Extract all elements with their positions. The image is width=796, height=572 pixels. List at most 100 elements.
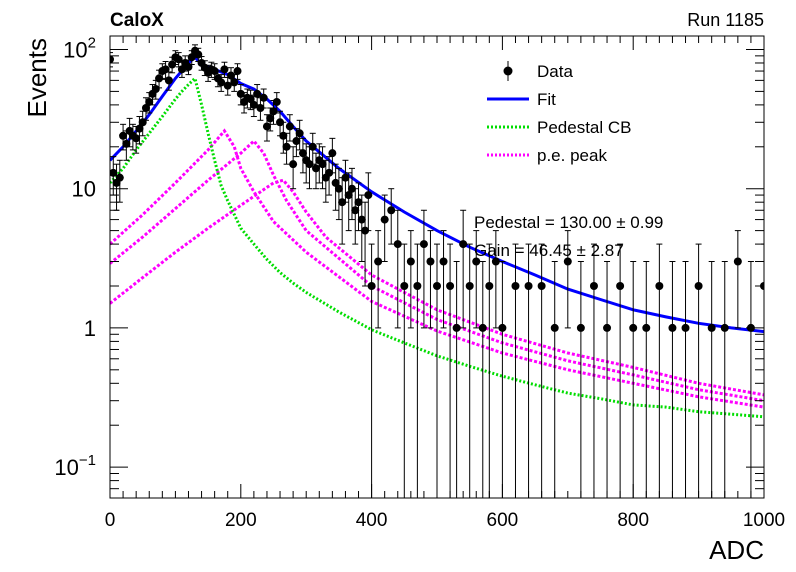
data-point (168, 60, 177, 69)
data-point (351, 206, 360, 215)
legend: Data Fit Pedestal CB p.e. peak (487, 61, 632, 165)
data-point (478, 323, 487, 332)
data-point (259, 93, 268, 102)
data-point (256, 103, 265, 112)
data-point (550, 323, 559, 332)
data-point (325, 168, 334, 177)
legend-label: p.e. peak (537, 146, 607, 165)
data-point (110, 55, 114, 64)
data-point (132, 134, 141, 143)
data-point (393, 240, 402, 249)
data-point (253, 89, 262, 98)
data-point (400, 282, 409, 291)
data-point (115, 173, 124, 182)
data-point (292, 137, 301, 146)
data-point (341, 173, 350, 182)
data-point (262, 122, 271, 131)
data-point (364, 191, 373, 200)
data-point (472, 257, 481, 266)
data-points-layer (110, 44, 764, 498)
y-tick-label: 10 (72, 177, 96, 202)
data-point (312, 164, 321, 173)
data-point (524, 282, 533, 291)
data-point (187, 53, 196, 62)
pe-peak-curve-3 (110, 178, 764, 397)
data-point (668, 323, 677, 332)
data-point (413, 282, 422, 291)
data-point (433, 282, 441, 291)
data-point (230, 78, 239, 87)
data-point (446, 282, 455, 291)
data-point (380, 215, 389, 224)
data-point (110, 168, 118, 177)
fit-param-gain: Gain = 46.45 ± 2.87 (474, 241, 624, 260)
data-point (276, 118, 285, 127)
y-tick-label: 10−1 (54, 452, 96, 480)
data-point (563, 257, 572, 266)
data-point (217, 78, 226, 87)
x-tick-label: 600 (487, 510, 519, 531)
y-tick-label: 102 (63, 34, 96, 62)
data-point (155, 74, 164, 83)
data-point (357, 215, 366, 224)
data-point (334, 184, 343, 193)
data-point (141, 103, 150, 112)
data-point (707, 323, 716, 332)
data-point (249, 100, 258, 109)
data-point (491, 257, 500, 266)
data-point (328, 149, 337, 158)
data-point (374, 257, 383, 266)
x-tick-label: 0 (105, 510, 116, 531)
data-point (272, 97, 281, 106)
x-tick-label: 800 (617, 510, 649, 531)
data-point (511, 282, 520, 291)
data-point (426, 257, 435, 266)
data-point (629, 323, 638, 332)
data-point (344, 191, 353, 200)
data-point (318, 160, 327, 169)
data-point (642, 323, 651, 332)
x-tick-label: 1000 (743, 510, 785, 531)
data-point (161, 65, 170, 74)
pe-peak-curve-2 (110, 138, 764, 403)
data-point (694, 282, 703, 291)
data-point (338, 198, 347, 207)
data-point (151, 85, 160, 94)
data-point (485, 282, 494, 291)
data-point (387, 206, 396, 215)
data-point (354, 198, 363, 207)
data-point (465, 282, 474, 291)
y-axis-label: Events (22, 38, 52, 118)
data-point (616, 282, 625, 291)
data-point (289, 160, 298, 169)
y-tick-label: 1 (84, 316, 96, 341)
data-point (174, 55, 183, 64)
data-point (367, 282, 376, 291)
x-axis-label: ADC (709, 535, 764, 565)
data-point (655, 282, 664, 291)
data-point (295, 129, 304, 138)
data-point (210, 67, 219, 76)
fit-param-pedestal: Pedestal = 130.00 ± 0.99 (474, 213, 663, 232)
data-point (452, 323, 461, 332)
data-point (305, 160, 314, 169)
data-point (498, 323, 507, 332)
pe-peak-curve-1 (110, 128, 764, 409)
data-point (459, 240, 468, 249)
experiment-label: CaloX (110, 10, 164, 31)
data-point (236, 89, 245, 98)
data-point (361, 226, 370, 235)
data-point (122, 139, 131, 148)
data-point (266, 114, 275, 123)
legend-label: Data (537, 62, 573, 81)
data-point (406, 257, 415, 266)
data-point (226, 71, 235, 80)
data-point (419, 240, 428, 249)
data-point (119, 131, 128, 140)
data-point (347, 184, 356, 193)
data-point (220, 65, 229, 74)
x-tick-label: 200 (225, 510, 257, 531)
data-point (145, 97, 154, 106)
data-point (233, 67, 242, 76)
legend-label: Pedestal CB (537, 118, 632, 137)
